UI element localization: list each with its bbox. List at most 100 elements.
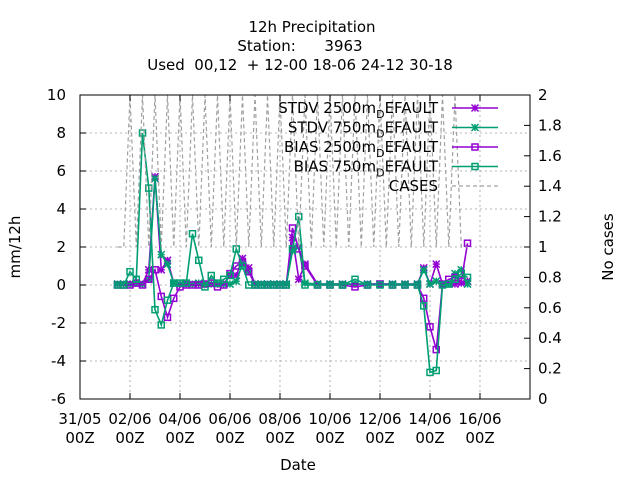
y-tick-label: 4 [56, 200, 66, 218]
square-point [288, 224, 297, 232]
series-cases [117, 94, 468, 248]
legend-entry: CASES [389, 177, 498, 195]
square-point [182, 279, 190, 287]
star-point [163, 260, 172, 269]
star-point-stroke [157, 250, 166, 259]
legend-label: STDV 2500mDEFAULT [278, 99, 439, 121]
y-tick-label: 8 [56, 124, 66, 142]
y-tick-label: 2 [56, 238, 66, 256]
y2-tick-label: 1.6 [538, 147, 562, 165]
y-tick-label: 0 [56, 276, 66, 294]
square-point [463, 239, 472, 247]
y-tick-label: -4 [51, 352, 66, 370]
y2-tick-label: 0.6 [538, 299, 562, 317]
square-point [351, 275, 359, 284]
star-point-stroke [294, 275, 303, 284]
square-point [151, 266, 159, 274]
star-point-stroke [432, 260, 441, 269]
series-line [117, 94, 468, 248]
star-point [232, 277, 241, 286]
x-tick-label: 00Z [365, 429, 394, 447]
y-axis-label: mm/12h [6, 216, 24, 279]
square-point [163, 296, 172, 304]
star-point [225, 280, 235, 289]
chart-title-line-3: Used 00,12 + 12-00 18-06 24-12 30-18 [147, 56, 453, 74]
square-point [432, 366, 440, 375]
y2-tick-label: 0.8 [538, 268, 562, 286]
square-point [188, 229, 197, 238]
square-point [351, 283, 359, 291]
y2-tick-label: 1.2 [538, 208, 562, 226]
square-point [132, 275, 140, 284]
square-point [120, 281, 128, 289]
star-point [425, 280, 435, 289]
square-point [138, 129, 147, 137]
square-point [238, 262, 247, 270]
x-axis-label: Date [280, 456, 316, 474]
square-point [157, 321, 165, 329]
x-tick-label: 02/06 [108, 410, 151, 428]
legend-entry: STDV 2500mDEFAULT [278, 99, 498, 121]
star-point-stroke [419, 265, 428, 274]
square-point [126, 267, 134, 276]
square-point [471, 143, 479, 151]
square-point [245, 267, 253, 276]
square-point [413, 281, 422, 289]
x-tick-label: 06/06 [208, 410, 251, 428]
square-point [451, 275, 459, 284]
star-point [432, 260, 441, 269]
star-point-stroke [225, 280, 235, 289]
square-point [213, 279, 222, 287]
y-tick-label: -6 [51, 390, 66, 408]
square-point [195, 256, 203, 265]
axis-ticks: 31/0500Z02/0600Z04/0600Z06/0600Z08/0600Z… [47, 86, 562, 447]
legend-label: BIAS 2500mDEFAULT [284, 138, 439, 160]
legend-label: STDV 750mDEFAULT [288, 119, 439, 141]
square-point [376, 281, 384, 289]
square-point [432, 345, 440, 354]
star-point-stroke [432, 277, 441, 286]
square-point [226, 271, 234, 280]
y2-tick-label: 2 [538, 86, 548, 104]
y2-tick-label: 0 [538, 390, 548, 408]
x-tick-label: 16/06 [458, 410, 501, 428]
x-tick-label: 08/06 [258, 410, 301, 428]
y2-tick-label: 1 [538, 238, 548, 256]
star-point-stroke [425, 280, 435, 289]
x-tick-label: 00Z [115, 429, 144, 447]
plot-data [113, 94, 472, 377]
square-point [157, 292, 165, 301]
square-point [151, 305, 159, 314]
square-point [463, 273, 472, 282]
square-point [326, 281, 334, 289]
y2-axis-label: No cases [599, 213, 617, 281]
x-tick-label: 04/06 [158, 410, 201, 428]
star-point-stroke [470, 123, 480, 132]
chart-title-line-2: Station: 3963 [237, 37, 362, 55]
star-point [470, 103, 480, 113]
y-tick-label: 10 [47, 86, 66, 104]
y2-tick-label: 1.8 [538, 116, 562, 134]
star-point [294, 275, 303, 284]
square-point [201, 283, 209, 291]
square-point [313, 281, 322, 289]
star-point-stroke [163, 260, 172, 269]
star-point-stroke [150, 174, 160, 183]
square-point [138, 281, 147, 289]
x-tick-label: 10/06 [308, 410, 351, 428]
legend-entry: BIAS 750mDEFAULT [294, 158, 498, 180]
x-tick-label: 00Z [315, 429, 344, 447]
x-tick-label: 00Z [465, 429, 494, 447]
star-point [463, 280, 472, 289]
x-tick-label: 00Z [265, 429, 294, 447]
y2-tick-label: 0.2 [538, 360, 562, 378]
square-point [426, 323, 434, 331]
square-point [471, 162, 479, 171]
x-tick-label: 00Z [415, 429, 444, 447]
square-point [220, 275, 228, 284]
grid-lines [80, 95, 530, 399]
square-point [207, 271, 215, 280]
x-tick-label: 00Z [65, 429, 94, 447]
x-tick-label: 00Z [165, 429, 194, 447]
y2-tick-label: 1.4 [538, 177, 562, 195]
